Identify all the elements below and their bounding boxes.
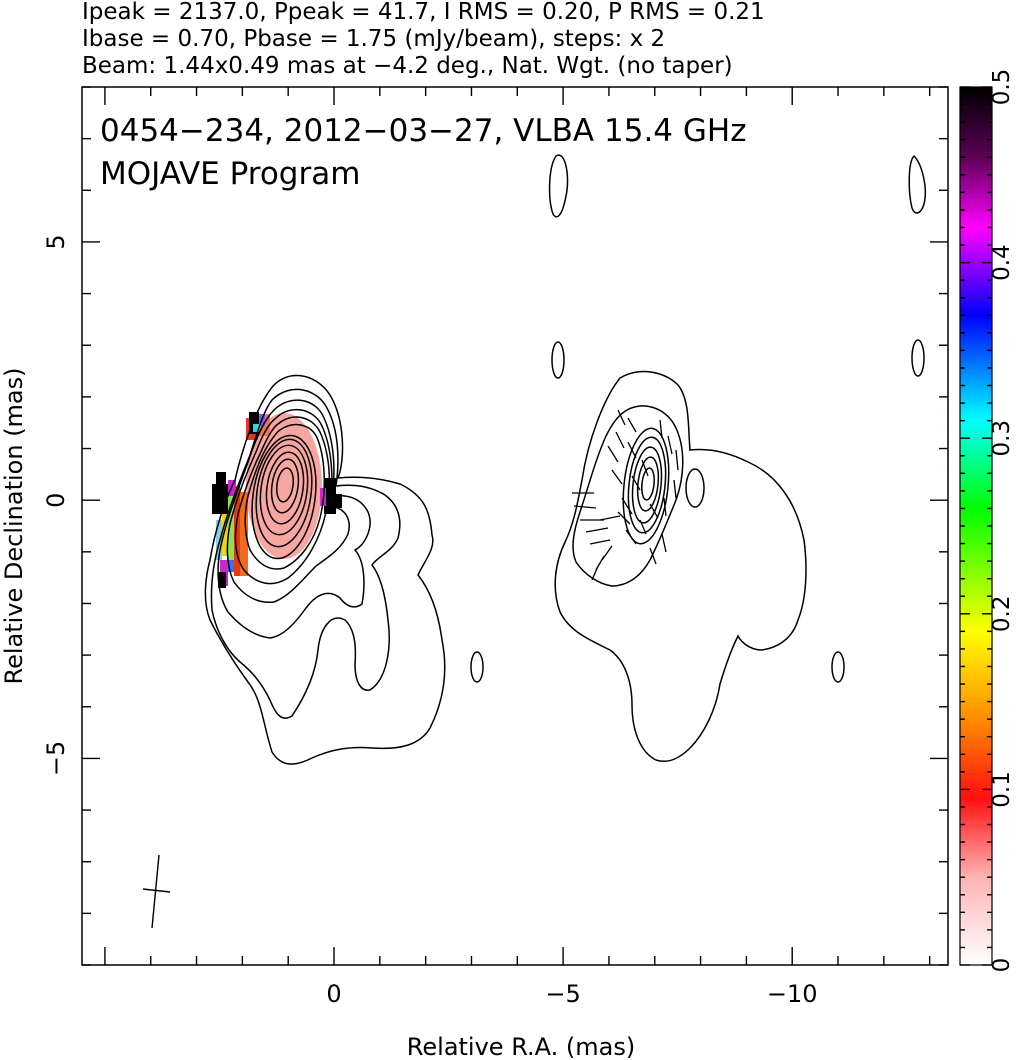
colorbar-tick-label: 0.3	[989, 420, 1015, 457]
colorbar-ticks: 0 0.1 0.2 0.3 0.4 0.5	[960, 69, 1015, 973]
pol-pixel	[218, 572, 226, 588]
polarized-contour	[911, 339, 925, 377]
polarized-contour	[548, 154, 569, 218]
x-tick-label: −10	[767, 980, 818, 1008]
y-tick-label: 5	[42, 234, 70, 249]
intensity-contour	[259, 444, 309, 536]
beam-minor-axis	[142, 888, 171, 893]
pol-pixel	[216, 472, 226, 484]
pol-pixel	[336, 494, 342, 508]
intensity-contour	[226, 408, 350, 604]
polarized-contour	[831, 651, 845, 683]
pol-pixel	[228, 560, 234, 572]
polarized-contour	[551, 341, 565, 379]
polarized-contour	[627, 436, 667, 534]
intensity-contour	[270, 458, 300, 514]
right-panel-image	[548, 154, 926, 762]
pol-pixel	[228, 496, 234, 562]
y-tick-label: −5	[42, 741, 70, 776]
polarized-contour	[572, 405, 684, 587]
colorbar-tick-label: 0.4	[989, 244, 1015, 281]
intensity-contour	[265, 451, 305, 525]
left-panel-image	[142, 374, 484, 929]
plot-frame	[81, 86, 949, 966]
intensity-contour	[244, 423, 326, 570]
intensity-contour	[217, 399, 371, 639]
intensity-contour	[275, 467, 295, 503]
header-base-line: Ibase = 0.70, Pbase = 1.75 (mJy/beam), s…	[82, 26, 665, 52]
intensity-contour	[204, 374, 446, 765]
x-axis-label: Relative R.A. (mas)	[407, 1033, 635, 1060]
intensity-contour	[210, 388, 401, 719]
polarized-contour	[631, 446, 663, 524]
plot-title: 0454−234, 2012−03−27, VLBA 15.4 GHz	[100, 113, 746, 149]
pol-pixel	[216, 520, 222, 560]
pol-pixel	[249, 412, 259, 434]
axis-ticks: 0 −5 −10 5 0 −5	[42, 86, 948, 1008]
pol-pixel	[240, 492, 248, 576]
beam-major-axis	[151, 854, 160, 929]
x-tick-label: 0	[326, 980, 341, 1008]
pol-pixel	[253, 424, 259, 432]
pol-pixel	[234, 486, 240, 576]
intensity-contour	[255, 438, 313, 548]
intensity-contour	[470, 651, 484, 683]
y-tick-label: 0	[42, 493, 70, 508]
polarized-contour	[636, 456, 660, 512]
pol-pixel	[212, 484, 228, 514]
polarized-contour	[641, 467, 655, 501]
colorbar-tick-label: 0.5	[989, 69, 1015, 106]
evpa-vectors	[572, 409, 679, 581]
polarized-contour	[622, 427, 670, 545]
x-tick-label: −5	[545, 980, 580, 1008]
polarized-contour	[908, 154, 926, 214]
colorbar-tick-label: 0.1	[989, 771, 1015, 808]
polarized-contour	[554, 370, 807, 762]
polarized-contour	[685, 468, 705, 508]
header-beam-line: Beam: 1.44x0.49 mas at −4.2 deg., Nat. W…	[82, 53, 733, 79]
colorbar-tick-label: 0.2	[989, 596, 1015, 633]
y-axis-label: Relative Declination (mas)	[0, 367, 28, 684]
intensity-contour	[234, 416, 331, 585]
colorbar-tick-label: 0	[989, 958, 1015, 973]
plot-subtitle: MOJAVE Program	[100, 156, 360, 192]
header-stats-line: Ipeak = 2137.0, Ppeak = 41.7, I RMS = 0.…	[82, 0, 765, 25]
intensity-contour	[251, 434, 317, 560]
